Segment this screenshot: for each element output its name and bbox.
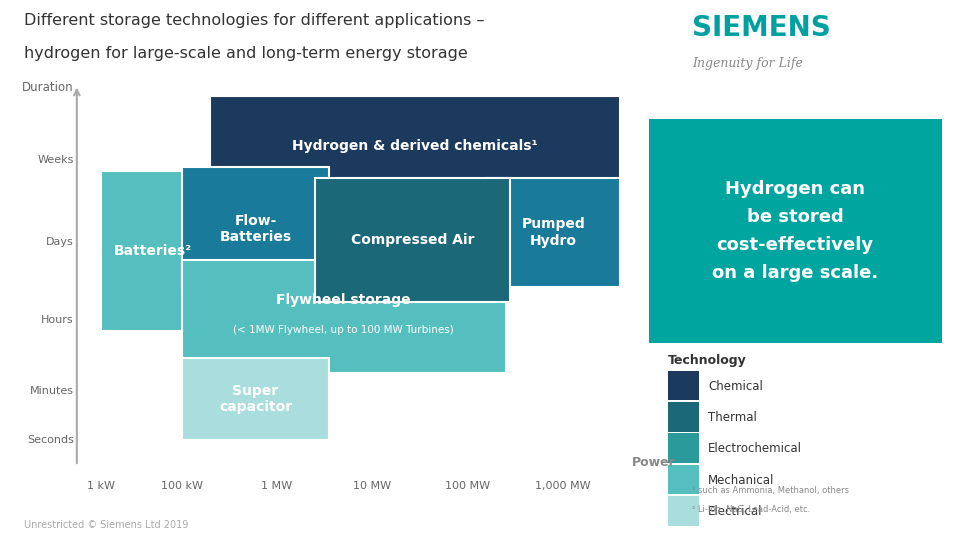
Text: Duration: Duration (22, 81, 74, 94)
Text: Hydrogen can
be stored
cost-effectively
on a large scale.: Hydrogen can be stored cost-effectively … (712, 180, 878, 281)
Text: Thermal: Thermal (708, 411, 757, 424)
Bar (101, 171, 206, 332)
Text: Electrical: Electrical (708, 505, 763, 518)
Text: Hydrogen & derived chemicals¹: Hydrogen & derived chemicals¹ (292, 139, 538, 153)
Text: (< 1MW Flywheel, up to 100 MW Turbines): (< 1MW Flywheel, up to 100 MW Turbines) (234, 325, 454, 335)
Bar (182, 260, 505, 373)
Bar (182, 357, 330, 440)
Text: 1,000 MW: 1,000 MW (535, 481, 591, 491)
Text: Chemical: Chemical (708, 380, 763, 393)
Text: Days: Days (46, 237, 74, 247)
Text: ² Li-Ion, NaS, Lead-Acid, etc.: ² Li-Ion, NaS, Lead-Acid, etc. (692, 505, 810, 514)
Text: 10 MW: 10 MW (353, 481, 391, 491)
Bar (315, 178, 510, 301)
Bar (486, 178, 620, 287)
Text: Electrochemical: Electrochemical (708, 442, 802, 455)
Text: Ingenuity for Life: Ingenuity for Life (692, 57, 802, 70)
Text: Seconds: Seconds (27, 435, 74, 445)
Text: Unrestricted © Siemens Ltd 2019: Unrestricted © Siemens Ltd 2019 (24, 520, 188, 530)
Bar (210, 96, 620, 197)
Text: Batteries²: Batteries² (114, 244, 192, 258)
Text: hydrogen for large-scale and long-term energy storage: hydrogen for large-scale and long-term e… (24, 46, 468, 61)
Text: Different storage technologies for different applications –: Different storage technologies for diffe… (24, 14, 484, 29)
Text: 100 MW: 100 MW (445, 481, 490, 491)
Text: Flow-
Batteries: Flow- Batteries (219, 213, 291, 244)
Text: Weeks: Weeks (37, 154, 74, 165)
Text: Hours: Hours (41, 315, 74, 325)
Text: Mechanical: Mechanical (708, 474, 775, 487)
Text: SIEMENS: SIEMENS (692, 14, 830, 42)
Text: Technology: Technology (668, 354, 747, 367)
Text: 1 MW: 1 MW (261, 481, 292, 491)
Text: Power: Power (632, 456, 676, 469)
Text: ¹ such as Ammonia, Methanol, others: ¹ such as Ammonia, Methanol, others (692, 486, 849, 495)
Text: Minutes: Minutes (30, 386, 74, 396)
Bar (182, 167, 330, 291)
Text: Super
capacitor: Super capacitor (219, 383, 292, 414)
Text: Pumped
Hydro: Pumped Hydro (521, 217, 585, 247)
Text: Flywheel storage: Flywheel storage (276, 293, 411, 307)
Text: Compressed Air: Compressed Air (351, 233, 475, 247)
Text: 1 kW: 1 kW (86, 481, 114, 491)
Text: 100 kW: 100 kW (160, 481, 203, 491)
